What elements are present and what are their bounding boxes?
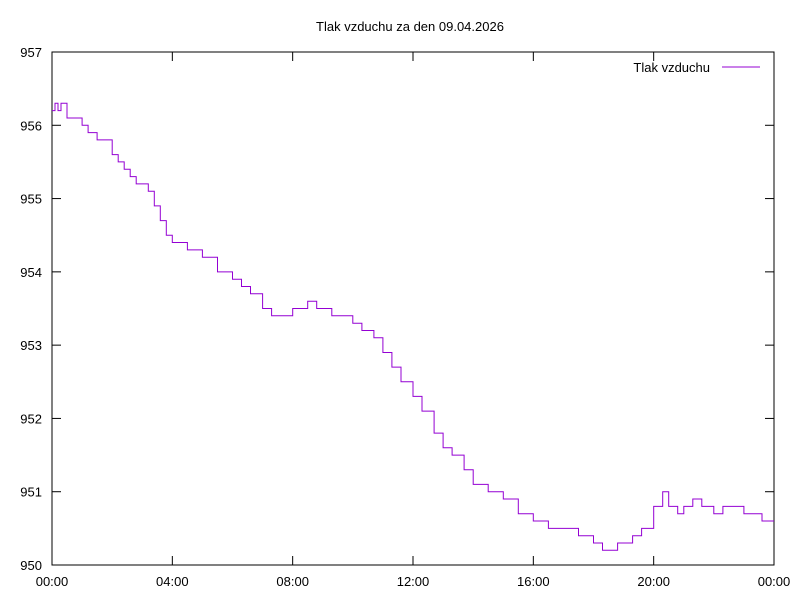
x-tick-label: 04:00 xyxy=(156,574,189,589)
plot-frame xyxy=(51,51,775,566)
y-tick-label: 951 xyxy=(20,485,42,500)
y-tick-label: 955 xyxy=(20,192,42,207)
x-tick-label: 12:00 xyxy=(397,574,430,589)
y-tick-label: 957 xyxy=(20,45,42,60)
legend: Tlak vzduchu xyxy=(633,60,760,75)
chart-title: Tlak vzduchu za den 09.04.2026 xyxy=(316,19,504,34)
series-line xyxy=(52,102,774,551)
x-tick-label: 00:00 xyxy=(758,574,791,589)
x-tick-label: 00:00 xyxy=(36,574,69,589)
y-tick-label: 950 xyxy=(20,558,42,573)
y-tick-label: 952 xyxy=(20,411,42,426)
x-tick-label: 20:00 xyxy=(637,574,670,589)
y-axis: 950 951 952 953 954 955 956 957 xyxy=(20,45,774,573)
x-tick-label: 16:00 xyxy=(517,574,550,589)
x-axis: 00:00 04:00 08:00 12:00 16:00 20:00 00:00 xyxy=(36,52,791,589)
y-tick-label: 953 xyxy=(20,338,42,353)
y-tick-label: 956 xyxy=(20,118,42,133)
x-tick-label: 08:00 xyxy=(276,574,309,589)
legend-label: Tlak vzduchu xyxy=(633,60,710,75)
y-tick-label: 954 xyxy=(20,265,42,280)
series-layer xyxy=(52,102,774,551)
